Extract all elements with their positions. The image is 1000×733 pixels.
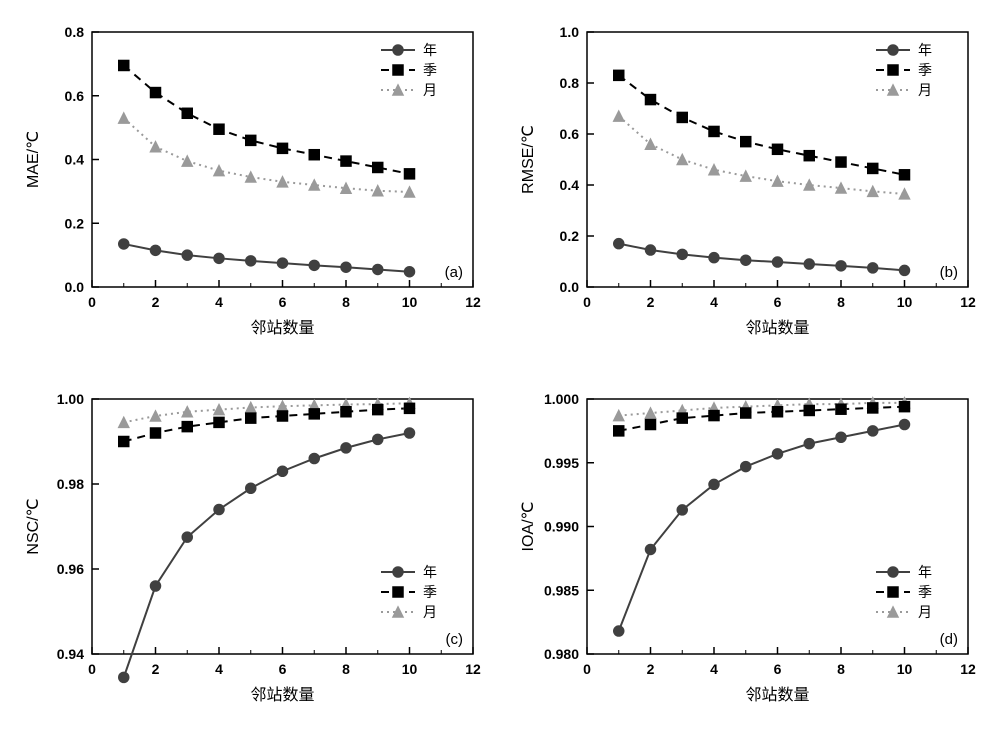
svg-text:0.995: 0.995 — [544, 454, 579, 470]
svg-text:季: 季 — [423, 62, 437, 78]
svg-text:10: 10 — [897, 294, 913, 310]
svg-text:0.6: 0.6 — [65, 88, 85, 104]
svg-text:4: 4 — [215, 294, 223, 310]
svg-text:0.990: 0.990 — [544, 518, 579, 534]
svg-text:0.2: 0.2 — [560, 228, 580, 244]
svg-text:0.94: 0.94 — [57, 646, 84, 662]
svg-text:0.980: 0.980 — [544, 646, 579, 662]
svg-text:6: 6 — [774, 661, 782, 677]
svg-text:RMSE/℃: RMSE/℃ — [520, 125, 537, 194]
svg-text:0: 0 — [583, 661, 591, 677]
svg-text:月: 月 — [918, 82, 932, 98]
svg-text:季: 季 — [918, 62, 932, 78]
svg-text:月: 月 — [423, 604, 437, 620]
svg-text:0.985: 0.985 — [544, 582, 579, 598]
svg-text:0.0: 0.0 — [65, 279, 85, 295]
svg-text:2: 2 — [152, 294, 160, 310]
panel-b: 0 2 4 6 8 10 12 0.0 0.2 0.4 0.6 0.8 1.0 邻站数量 RMSE/℃ (b)… — [515, 20, 980, 347]
svg-text:1.0: 1.0 — [560, 24, 580, 40]
svg-text:4: 4 — [215, 661, 223, 677]
svg-text:12: 12 — [465, 661, 481, 677]
svg-text:0: 0 — [88, 661, 96, 677]
panel-a: 0 2 4 6 8 10 12 0.0 0.2 0.4 0.6 0.8 邻站数量 MAE/℃ (a) 年季月 — [20, 20, 485, 347]
svg-text:(b): (b) — [940, 264, 958, 281]
svg-text:12: 12 — [960, 661, 976, 677]
svg-text:年: 年 — [423, 564, 437, 580]
svg-text:2: 2 — [152, 661, 160, 677]
svg-text:季: 季 — [423, 584, 437, 600]
svg-text:邻站数量: 邻站数量 — [250, 686, 314, 704]
panel-c: 0 2 4 6 8 10 12 0.94 0.96 0.98 1.00 邻站数量 NSC/℃ (c) 年季月 — [20, 387, 485, 714]
svg-text:12: 12 — [465, 294, 481, 310]
svg-text:月: 月 — [918, 604, 932, 620]
svg-text:年: 年 — [918, 42, 932, 58]
svg-text:0.98: 0.98 — [57, 476, 84, 492]
svg-text:6: 6 — [774, 294, 782, 310]
svg-text:8: 8 — [837, 661, 845, 677]
svg-text:10: 10 — [402, 661, 418, 677]
svg-text:1.00: 1.00 — [57, 391, 84, 407]
svg-text:0.8: 0.8 — [65, 24, 85, 40]
svg-text:8: 8 — [837, 294, 845, 310]
svg-text:NSC/℃: NSC/℃ — [25, 498, 42, 554]
svg-text:12: 12 — [960, 294, 976, 310]
svg-text:0.2: 0.2 — [65, 215, 85, 231]
svg-text:0.6: 0.6 — [560, 126, 580, 142]
svg-text:(a): (a) — [445, 264, 463, 281]
svg-text:月: 月 — [423, 82, 437, 98]
svg-text:0.4: 0.4 — [65, 152, 85, 168]
svg-text:0.4: 0.4 — [560, 177, 580, 193]
svg-text:邻站数量: 邻站数量 — [250, 319, 314, 337]
svg-text:10: 10 — [402, 294, 418, 310]
panel-d: 0 2 4 6 8 10 12 0.980 0.985 0.990 0.995 1.000 邻站数量 IO… — [515, 387, 980, 714]
svg-text:邻站数量: 邻站数量 — [745, 319, 809, 337]
svg-text:MAE/℃: MAE/℃ — [25, 131, 42, 188]
svg-text:季: 季 — [918, 584, 932, 600]
svg-text:2: 2 — [647, 661, 655, 677]
svg-text:邻站数量: 邻站数量 — [745, 686, 809, 704]
svg-text:0.0: 0.0 — [560, 279, 580, 295]
svg-text:8: 8 — [342, 661, 350, 677]
svg-text:10: 10 — [897, 661, 913, 677]
svg-text:2: 2 — [647, 294, 655, 310]
svg-text:0.8: 0.8 — [560, 75, 580, 91]
svg-text:8: 8 — [342, 294, 350, 310]
chart-grid: 0246810120.00.20.40.60.8邻站数量MAE/℃(a)年季月 … — [20, 20, 980, 713]
svg-text:6: 6 — [279, 661, 287, 677]
svg-text:0: 0 — [583, 294, 591, 310]
svg-text:0.96: 0.96 — [57, 561, 84, 577]
svg-text:4: 4 — [710, 294, 718, 310]
svg-text:4: 4 — [710, 661, 718, 677]
svg-text:1.000: 1.000 — [544, 391, 579, 407]
svg-text:年: 年 — [423, 42, 437, 58]
svg-text:年: 年 — [918, 564, 932, 580]
svg-text:6: 6 — [279, 294, 287, 310]
svg-text:IOA/℃: IOA/℃ — [520, 501, 537, 551]
svg-text:(c): (c) — [446, 631, 464, 648]
svg-text:0: 0 — [88, 294, 96, 310]
svg-text:(d): (d) — [940, 631, 958, 648]
